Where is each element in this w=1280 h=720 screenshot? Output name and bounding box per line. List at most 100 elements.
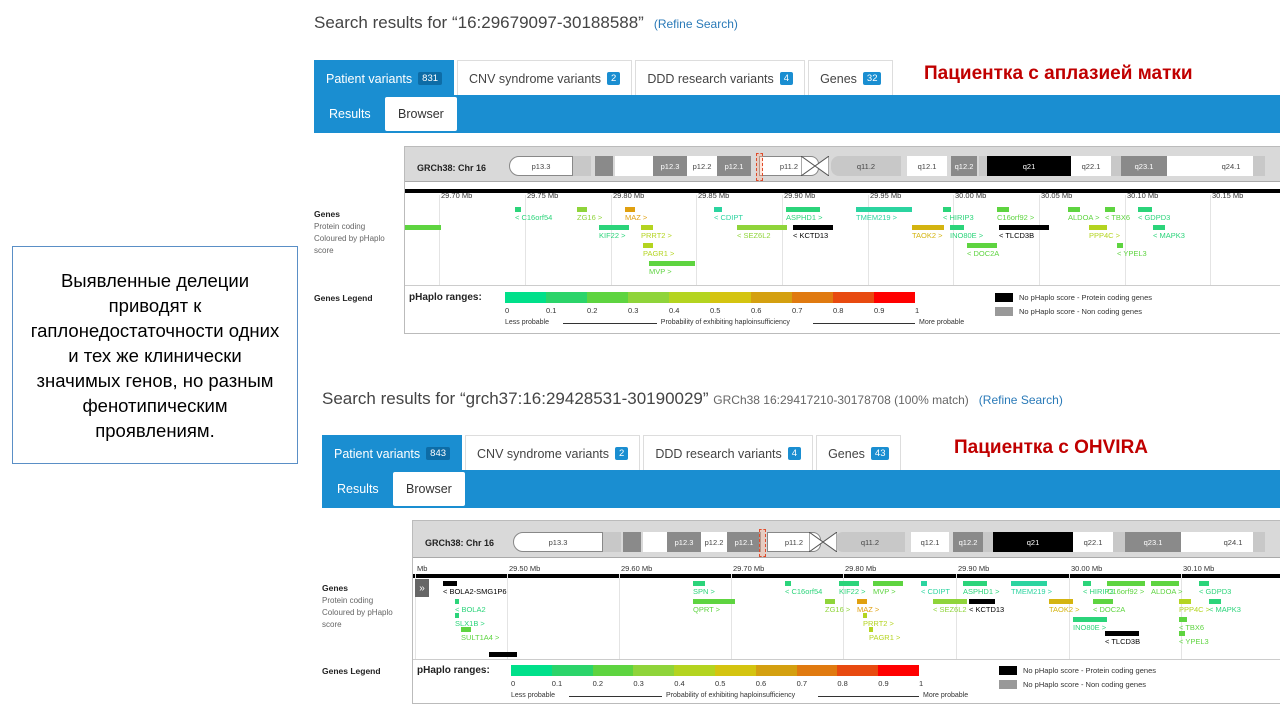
gene-bar[interactable] (786, 207, 820, 212)
subtab-browser[interactable]: Browser (385, 97, 457, 131)
gene-bar[interactable] (643, 243, 653, 248)
gene-label[interactable]: PRRT2 > (641, 231, 672, 240)
gene-bar[interactable] (839, 581, 859, 586)
gene-bar[interactable] (714, 207, 722, 212)
gene-label[interactable]: PPP4C > (1179, 605, 1211, 614)
gene-bar[interactable] (793, 225, 833, 230)
gene-label[interactable]: < CDIPT (921, 587, 950, 596)
gene-bar[interactable] (1117, 243, 1123, 248)
gene-label[interactable]: < C16orf54 (785, 587, 823, 596)
gene-bar[interactable] (1153, 225, 1165, 230)
subtab-browser[interactable]: Browser (393, 472, 465, 506)
gene-bar[interactable] (599, 225, 629, 230)
gene-label[interactable]: C16orf92 > (997, 213, 1035, 222)
gene-bar[interactable] (625, 207, 635, 212)
gene-bar[interactable] (1049, 599, 1073, 604)
gene-bar[interactable] (1138, 207, 1152, 212)
refine-search-link[interactable]: (Refine Search) (978, 393, 1063, 407)
gene-label[interactable]: < GDPD3 (1199, 587, 1232, 596)
gene-bar[interactable] (641, 225, 653, 230)
gene-bar[interactable] (515, 207, 521, 212)
gene-label[interactable]: < C16orf54 (515, 213, 553, 222)
tab-cnv-syndrome-variants[interactable]: CNV syndrome variants 2 (457, 60, 633, 96)
gene-bar[interactable] (455, 613, 459, 618)
gene-label[interactable]: ASPHD1 > (963, 587, 1000, 596)
gene-bar[interactable] (1105, 631, 1139, 636)
gene-label[interactable]: < HIRIP3 (1083, 587, 1114, 596)
gene-bar[interactable] (737, 225, 787, 230)
gene-bar[interactable] (1151, 581, 1179, 586)
gene-bar[interactable] (693, 599, 735, 604)
gene-label[interactable]: PPP4C > (1089, 231, 1121, 240)
gene-bar[interactable] (1209, 599, 1221, 604)
gene-bar[interactable] (963, 581, 987, 586)
gene-bar[interactable] (649, 261, 695, 266)
gene-label[interactable]: KIF22 > (599, 231, 626, 240)
subtab-results[interactable]: Results (329, 107, 371, 121)
refine-search-link[interactable]: (Refine Search) (653, 17, 738, 31)
gene-label[interactable]: < TBX6 (1105, 213, 1131, 222)
gene-label[interactable]: TMEM219 > (1011, 587, 1053, 596)
gene-label[interactable]: < TLCD3B (1105, 637, 1141, 646)
gene-label[interactable]: MAZ > (857, 605, 880, 614)
gene-bar[interactable] (1073, 617, 1107, 622)
gene-bar[interactable] (933, 599, 967, 604)
gene-label[interactable]: QPRT > (693, 605, 721, 614)
gene-bar[interactable] (461, 627, 471, 632)
gene-label[interactable]: ALDOA > (1068, 213, 1100, 222)
gene-bar[interactable] (1068, 207, 1080, 212)
gene-bar[interactable] (912, 225, 944, 230)
gene-label[interactable]: < YPEL3 (1117, 249, 1147, 258)
gene-label[interactable]: INO80E > (950, 231, 984, 240)
gene-bar[interactable] (489, 652, 517, 657)
gene-bar[interactable] (950, 225, 964, 230)
gene-bar[interactable] (785, 581, 791, 586)
gene-label[interactable]: ASPHD1 > (786, 213, 823, 222)
gene-label[interactable]: ALDOA > (1151, 587, 1183, 596)
gene-bar[interactable] (873, 581, 903, 586)
gene-label[interactable]: < TBX6 (1179, 623, 1205, 632)
gene-bar[interactable] (1011, 581, 1047, 586)
gene-bar[interactable] (856, 207, 912, 212)
gene-label[interactable]: PAGR1 > (869, 633, 901, 642)
gene-bar[interactable] (1089, 225, 1107, 230)
gene-label[interactable]: TAOK2 > (912, 231, 943, 240)
gene-bar[interactable] (997, 207, 1009, 212)
gene-label[interactable]: PRRT2 > (863, 619, 894, 628)
gene-bar[interactable] (693, 581, 705, 586)
gene-label[interactable]: SPN > (693, 587, 715, 596)
gene-label[interactable]: C16orf92 > (1107, 587, 1145, 596)
gene-bar[interactable] (1179, 599, 1191, 604)
expand-track-icon[interactable]: » (415, 579, 429, 597)
gene-bar[interactable] (869, 627, 873, 632)
gene-label[interactable]: TAOK2 > (1049, 605, 1080, 614)
gene-label[interactable]: ZG16 > (577, 213, 603, 222)
gene-bar[interactable] (455, 599, 459, 604)
gene-label[interactable]: < GDPD3 (1138, 213, 1171, 222)
gene-label[interactable]: < KCTD13 (969, 605, 1005, 614)
gene-label[interactable]: < TLCD3B (999, 231, 1035, 240)
gene-label[interactable]: INO80E > (1073, 623, 1107, 632)
gene-bar[interactable] (1105, 207, 1115, 212)
gene-label[interactable]: TMEM219 > (856, 213, 898, 222)
gene-label[interactable]: < YPEL3 (1179, 637, 1209, 646)
gene-label[interactable]: < SEZ6L2 (933, 605, 967, 614)
gene-bar[interactable] (1199, 581, 1209, 586)
gene-label[interactable]: < BOLA2 (455, 605, 486, 614)
tab-patient-variants[interactable]: Patient variants 831 (314, 60, 455, 96)
gene-label[interactable]: SLX1B > (455, 619, 485, 628)
tab-genes[interactable]: Genes 32 (808, 60, 894, 96)
gene-bar[interactable] (405, 225, 441, 230)
gene-bar[interactable] (967, 243, 997, 248)
gene-label[interactable]: < MAPK3 (1153, 231, 1185, 240)
gene-bar[interactable] (1107, 581, 1145, 586)
gene-label[interactable]: MVP > (873, 587, 896, 596)
gene-bar[interactable] (1083, 581, 1091, 586)
subtab-results[interactable]: Results (337, 482, 379, 496)
gene-label[interactable]: < HIRIP3 (943, 213, 974, 222)
gene-label[interactable]: SULT1A4 > (461, 633, 500, 642)
gene-label[interactable]: < DOC2A (1093, 605, 1126, 614)
gene-bar[interactable] (857, 599, 867, 604)
gene-label[interactable]: < SEZ6L2 (737, 231, 771, 240)
tab-patient-variants[interactable]: Patient variants 843 (322, 435, 463, 471)
